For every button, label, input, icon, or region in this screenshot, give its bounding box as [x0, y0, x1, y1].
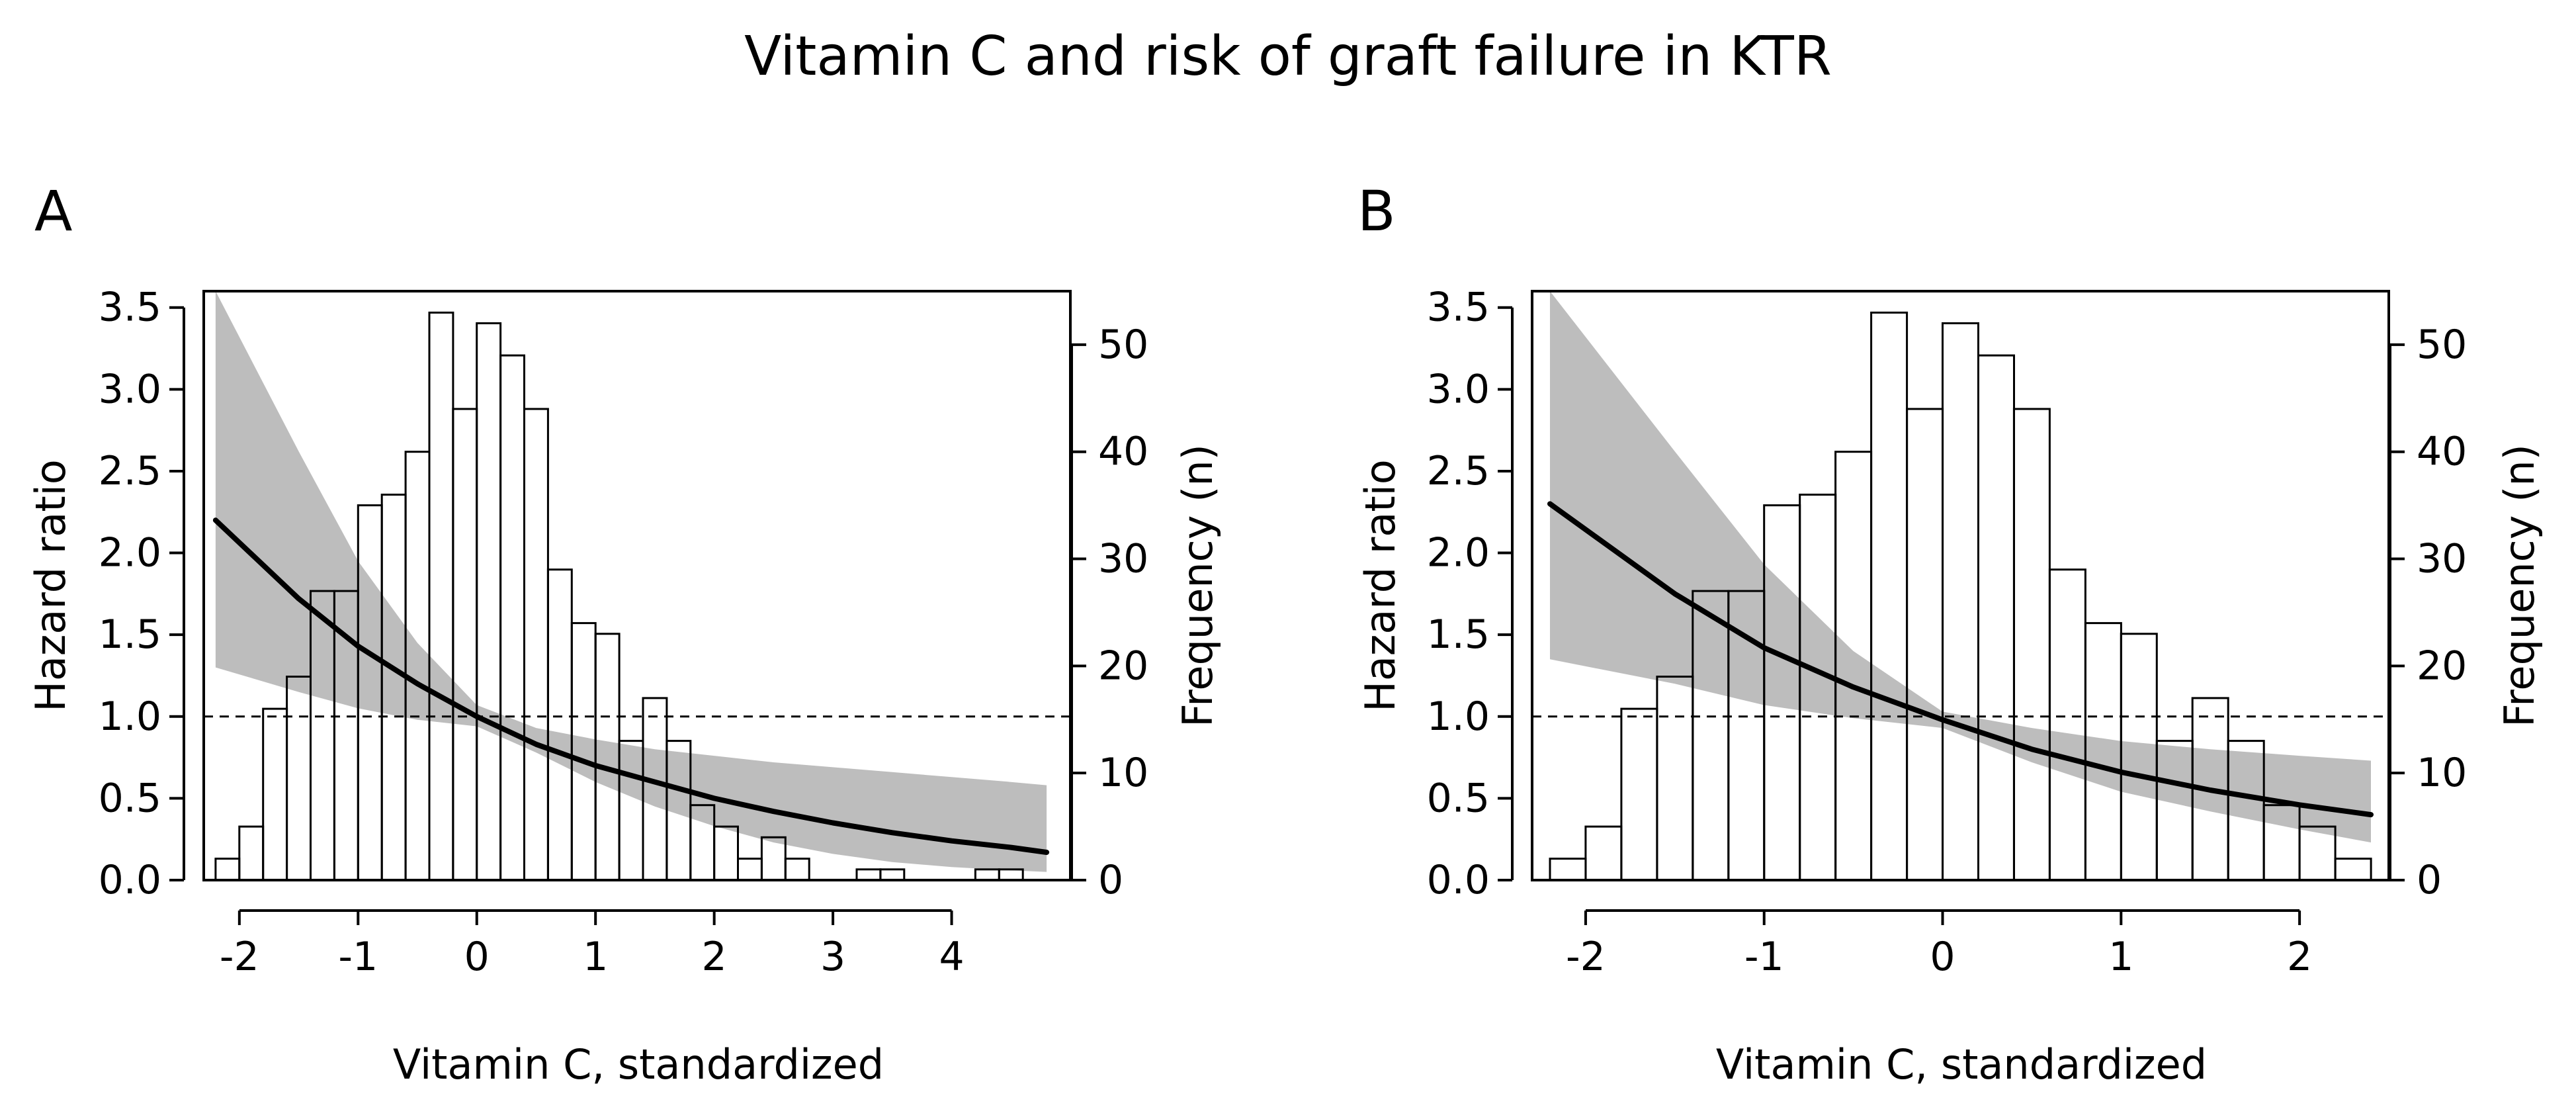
panel-a-letter: A	[34, 179, 72, 244]
panel-a-y-left-tick-label: 2.5	[99, 448, 161, 494]
panel-b-frame	[1531, 290, 2390, 881]
panel-b-histogram-bar	[1906, 408, 1944, 881]
panel-a-histogram-bar	[262, 707, 288, 881]
panel-b-histogram-bar	[2334, 858, 2372, 881]
panel-b-x-tick-label: 0	[1930, 934, 1955, 980]
panel-a-x-tick-label: 0	[464, 934, 490, 980]
panel-b-ci-band	[1550, 291, 2371, 843]
panel-a-histogram-bar	[452, 408, 478, 881]
panel-a-y-left-tick-label: 1.5	[99, 611, 161, 658]
panel-a-histogram-bar	[546, 568, 573, 881]
panel-b-letter: B	[1357, 179, 1396, 244]
panel-a-frame	[202, 290, 1072, 881]
panel-b-y-left-tick-label: 0.5	[1427, 775, 1490, 821]
panel-b-histogram-bar	[1549, 858, 1587, 881]
panel-a-x-tick-label: 1	[583, 934, 608, 980]
panel-a-y-right-tick-label: 10	[1098, 750, 1148, 796]
panel-b-y-right-title: Frequency (n)	[2495, 444, 2544, 727]
panel-b-y-right-tick-label: 40	[2417, 429, 2467, 475]
panel-b-y-left-tick-label: 0.0	[1427, 857, 1490, 903]
panel-a-x-tick-label: 4	[939, 934, 964, 980]
panel-a-x-axis-title: Vitamin C, standardized	[393, 1040, 884, 1089]
panel-b: B -2 -1 0 1 2 0.0 0.5 1.0 1.5 2.0 2.5 3.0 3.5 0 10 20 30…	[1356, 179, 2544, 1089]
panel-a-y-right-tick-label: 30	[1098, 536, 1148, 582]
panel-a-histogram-bar	[855, 868, 882, 881]
panel-a-histogram-bar	[998, 868, 1024, 881]
panel-a-histogram-bar	[523, 408, 549, 881]
panel-a-y-left-tick-label: 3.5	[99, 285, 161, 331]
panel-b-y-left-tick-label: 2.0	[1427, 530, 1490, 576]
panel-b-y-right-tick-label: 0	[2417, 857, 2442, 903]
panel-a-histogram-bar	[713, 825, 739, 881]
panel-b-y-left-title: Hazard ratio	[1356, 459, 1404, 712]
panel-b-x-tick-label: -1	[1744, 934, 1784, 980]
panel-b-y-left-tick-label: 1.5	[1427, 611, 1490, 658]
panel-a-x-tick-label: 2	[702, 934, 727, 980]
panel-a-y-right-tick-label: 50	[1098, 322, 1148, 368]
panel-b-histogram-bar	[1620, 707, 1658, 881]
panel-a-y-right-title: Frequency (n)	[1174, 444, 1222, 727]
panel-a-y-left-tick-label: 3.0	[99, 366, 161, 412]
panel-a-y-right-tick-label: 0	[1098, 857, 1123, 903]
panel-a-histogram-bar	[974, 868, 1000, 881]
panel-b-x-tick-label: 2	[2287, 934, 2312, 980]
panel-a-histogram-bar	[879, 868, 906, 881]
panel-a-histogram-bar	[286, 676, 312, 881]
panel-a-histogram-bar	[499, 354, 525, 881]
panel-b-y-left-tick-label: 3.5	[1427, 285, 1490, 331]
panel-b-y-right-tick-label: 20	[2417, 643, 2467, 689]
panel-a-histogram-bar	[476, 322, 502, 881]
panel-b-histogram-bar	[1977, 354, 2015, 881]
panel-a-y-right-tick-label: 40	[1098, 429, 1148, 475]
panel-a-histogram-bar	[737, 858, 763, 881]
panel-a-y-left-tick-label: 0.5	[99, 775, 161, 821]
panel-b-y-right-tick-label: 10	[2417, 750, 2467, 796]
panel-a: A -2 -1 0 1 2 3 4 0.0 0.5 1.0 1.5 2.0 2.5 3.0 3.5 0 10 20…	[26, 179, 1222, 1089]
panel-a-x-tick-label: 3	[820, 934, 845, 980]
panel-a-y-left-title: Hazard ratio	[26, 459, 75, 712]
panel-a-x-tick-label: -1	[338, 934, 378, 980]
panel-a-histogram-bar	[238, 825, 265, 881]
panel-b-y-right-tick-label: 50	[2417, 322, 2467, 368]
panel-a-histogram-bar	[214, 858, 241, 881]
panel-a-y-right-tick-label: 20	[1098, 643, 1148, 689]
panel-b-histogram-bar	[1942, 322, 1979, 881]
panel-b-y-left-tick-label: 3.0	[1427, 366, 1490, 412]
figure-title: Vitamin C and risk of graft failure in K…	[744, 25, 1832, 88]
panel-a-x-tick-label: -2	[220, 934, 259, 980]
panel-b-histogram-bar	[2048, 568, 2086, 881]
panel-b-histogram-bar	[1584, 825, 1623, 881]
panel-a-y-left-tick-label: 2.0	[99, 530, 161, 576]
panel-a-y-left-tick-label: 0.0	[99, 857, 161, 903]
panel-b-hazard-ratio-line	[1547, 501, 2374, 818]
panel-a-histogram-bar	[784, 858, 810, 881]
panel-a-hazard-ratio-line	[212, 517, 1050, 855]
panel-b-y-right-tick-label: 30	[2417, 536, 2467, 582]
panel-b-histogram-bar	[1870, 311, 1909, 881]
panel-b-y-left-tick-label: 2.5	[1427, 448, 1490, 494]
panel-a-y-left-tick-label: 1.0	[99, 694, 161, 740]
panel-b-histogram-bar	[2012, 408, 2051, 881]
panel-b-histogram-bar	[1656, 676, 1694, 881]
panel-b-x-tick-label: -2	[1566, 934, 1606, 980]
panel-a-histogram-bar	[428, 311, 454, 881]
panel-a-ci-band	[215, 291, 1047, 872]
panel-b-y-left-tick-label: 1.0	[1427, 694, 1490, 740]
panel-b-x-axis-title: Vitamin C, standardized	[1716, 1040, 2207, 1089]
panel-b-x-tick-label: 1	[2108, 934, 2133, 980]
